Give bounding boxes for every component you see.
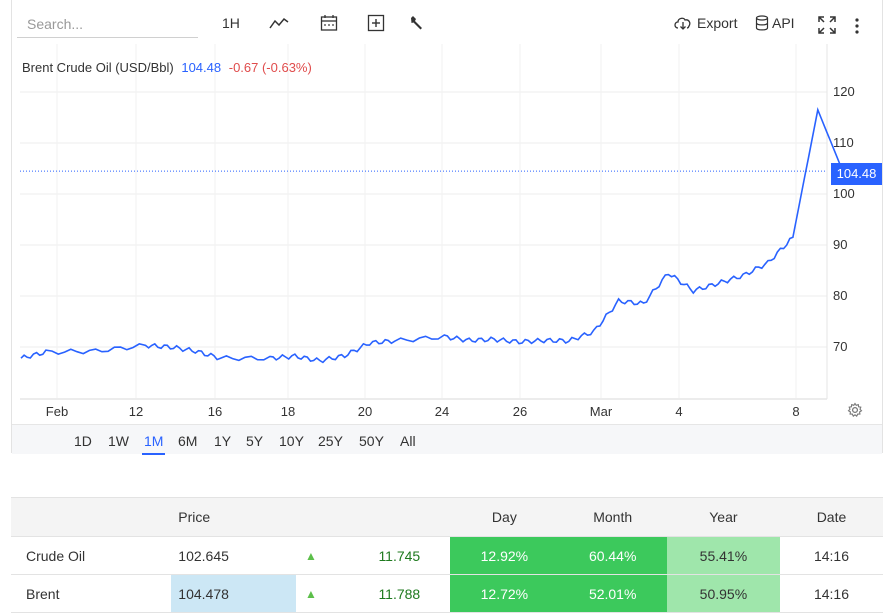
header-name [11,497,172,537]
header-year: Year [666,497,780,537]
interval-label: 1H [222,15,240,31]
range-button-5y[interactable]: 5Y [246,433,264,449]
range-button-10y[interactable]: 10Y [279,433,304,449]
api-button[interactable]: API [755,12,795,34]
chart-type-icon [269,17,289,29]
calendar-icon [320,15,338,31]
chart-settings-button[interactable] [847,402,863,423]
y-tick-label: 90 [833,237,848,252]
row-day: 12.92% [450,536,559,575]
add-indicator-button[interactable] [367,12,385,34]
row-date: 14:16 [779,574,883,613]
range-button-6m[interactable]: 6M [178,433,198,449]
y-tick-label: 70 [833,339,848,354]
add-indicator-icon [367,14,385,32]
row-name-link[interactable]: Brent [11,574,172,613]
range-button-all[interactable]: All [400,433,416,449]
legend-last-value: 104.48 [181,60,222,75]
gear-icon [847,402,863,417]
series-line [20,106,844,364]
header-day: Day [450,497,559,537]
x-tick-label: 26 [512,404,528,419]
row-change: 11.788 [325,574,451,613]
row-price: 102.645 [171,536,297,575]
more-vertical-icon [855,18,859,34]
x-tick-label: 20 [357,404,373,419]
api-label: API [772,15,795,31]
fullscreen-icon [818,16,836,34]
range-button-1w[interactable]: 1W [108,433,129,449]
x-tick-label: 8 [792,404,800,419]
range-button-25y[interactable]: 25Y [318,433,343,449]
header-arrow [296,497,326,537]
export-button[interactable]: Export [673,12,737,34]
x-tick-label: 18 [280,404,296,419]
date-range-button[interactable] [320,12,338,34]
x-tick-label: 4 [675,404,683,419]
table-header-row: Price Day Month Year Date [11,497,883,537]
y-tick-label: 120 [833,84,855,99]
interval-button[interactable]: 1H [222,12,240,34]
header-price: Price [171,497,297,537]
x-tick-label: Feb [45,404,69,419]
row-year: 55.41% [666,536,780,575]
database-icon [755,15,769,31]
chart-legend: Brent Crude Oil (USD/Bbl) 104.48 -0.67 (… [22,60,312,75]
row-price: 104.478 [171,574,297,613]
more-options-button[interactable] [854,15,860,37]
row-month: 52.01% [558,574,667,613]
x-tick-label: 24 [434,404,450,419]
legend-series-name: Brent Crude Oil (USD/Bbl) [22,60,174,75]
quotes-table: Price Day Month Year Date Crude Oil 102.… [11,497,883,613]
chart-type-button[interactable] [269,12,289,34]
y-tick-label: 80 [833,288,848,303]
search-input[interactable] [17,10,198,38]
wrench-icon [411,16,422,30]
price-chart[interactable] [12,44,884,422]
range-button-50y[interactable]: 50Y [359,433,384,449]
x-tick-label: Mar [589,404,613,419]
header-date: Date [779,497,883,537]
range-button-1y[interactable]: 1Y [214,433,232,449]
settings-tools-button[interactable] [409,12,425,34]
row-change: 11.745 [325,536,451,575]
x-tick-label: 12 [128,404,144,419]
row-month: 60.44% [558,536,667,575]
chart-panel: 1H Export API Brent Crude Oil (USD/Bb [11,0,884,455]
cloud-download-icon [674,17,691,30]
row-year: 50.95% [666,574,780,613]
table-row[interactable]: Brent 104.478 ▲ 11.788 12.72% 52.01% 50.… [11,574,883,613]
export-label: Export [697,15,738,31]
y-tick-label: 110 [833,135,854,150]
row-day: 12.72% [450,574,559,613]
row-name-link[interactable]: Crude Oil [11,536,172,575]
y-tick-label: 100 [833,186,855,201]
up-arrow-icon: ▲ [296,536,326,575]
table-row[interactable]: Crude Oil 102.645 ▲ 11.745 12.92% 60.44%… [11,536,883,575]
range-selector: 1D 1W 1M 6M 1Y 5Y 10Y 25Y 50Y All [12,424,882,455]
range-button-1d[interactable]: 1D [74,433,92,449]
fullscreen-button[interactable] [818,14,836,36]
row-date: 14:16 [779,536,883,575]
last-price-tag: 104.48 [831,163,882,185]
chart-toolbar: 1H Export API [12,0,884,44]
header-change [325,497,451,537]
legend-change: -0.67 (-0.63%) [228,60,312,75]
up-arrow-icon: ▲ [296,574,326,613]
header-month: Month [558,497,667,537]
range-button-1m[interactable]: 1M [142,433,166,455]
x-tick-label: 16 [207,404,223,419]
